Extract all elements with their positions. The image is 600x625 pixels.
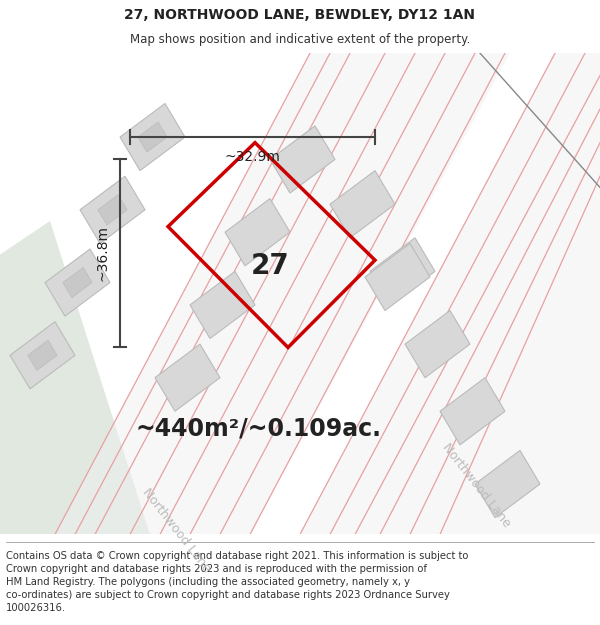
Polygon shape xyxy=(98,195,127,225)
Text: Contains OS data © Crown copyright and database right 2021. This information is : Contains OS data © Crown copyright and d… xyxy=(6,551,469,614)
Polygon shape xyxy=(225,199,290,266)
Polygon shape xyxy=(300,53,600,534)
Polygon shape xyxy=(475,451,540,518)
Polygon shape xyxy=(440,378,505,445)
Text: Northwood Lane: Northwood Lane xyxy=(440,441,514,530)
Text: ~440m²/~0.109ac.: ~440m²/~0.109ac. xyxy=(135,416,381,440)
Polygon shape xyxy=(405,311,470,378)
Polygon shape xyxy=(138,122,167,152)
Text: Map shows position and indicative extent of the property.: Map shows position and indicative extent… xyxy=(130,33,470,46)
Polygon shape xyxy=(330,171,395,238)
Polygon shape xyxy=(0,366,120,534)
Text: ~36.8m: ~36.8m xyxy=(95,226,109,281)
Text: ~32.9m: ~32.9m xyxy=(224,150,280,164)
Polygon shape xyxy=(190,271,255,339)
Polygon shape xyxy=(80,176,145,243)
Text: Northwood Lane: Northwood Lane xyxy=(140,486,214,574)
Polygon shape xyxy=(365,243,430,311)
Polygon shape xyxy=(155,344,220,411)
Text: 27, NORTHWOOD LANE, BEWDLEY, DY12 1AN: 27, NORTHWOOD LANE, BEWDLEY, DY12 1AN xyxy=(125,8,476,22)
Polygon shape xyxy=(55,53,510,534)
Polygon shape xyxy=(270,126,335,193)
Polygon shape xyxy=(63,268,92,298)
Polygon shape xyxy=(370,238,435,305)
Polygon shape xyxy=(45,249,110,316)
Polygon shape xyxy=(28,340,57,371)
Polygon shape xyxy=(10,322,75,389)
Text: 27: 27 xyxy=(251,252,289,280)
Polygon shape xyxy=(0,221,150,534)
Polygon shape xyxy=(120,104,185,171)
